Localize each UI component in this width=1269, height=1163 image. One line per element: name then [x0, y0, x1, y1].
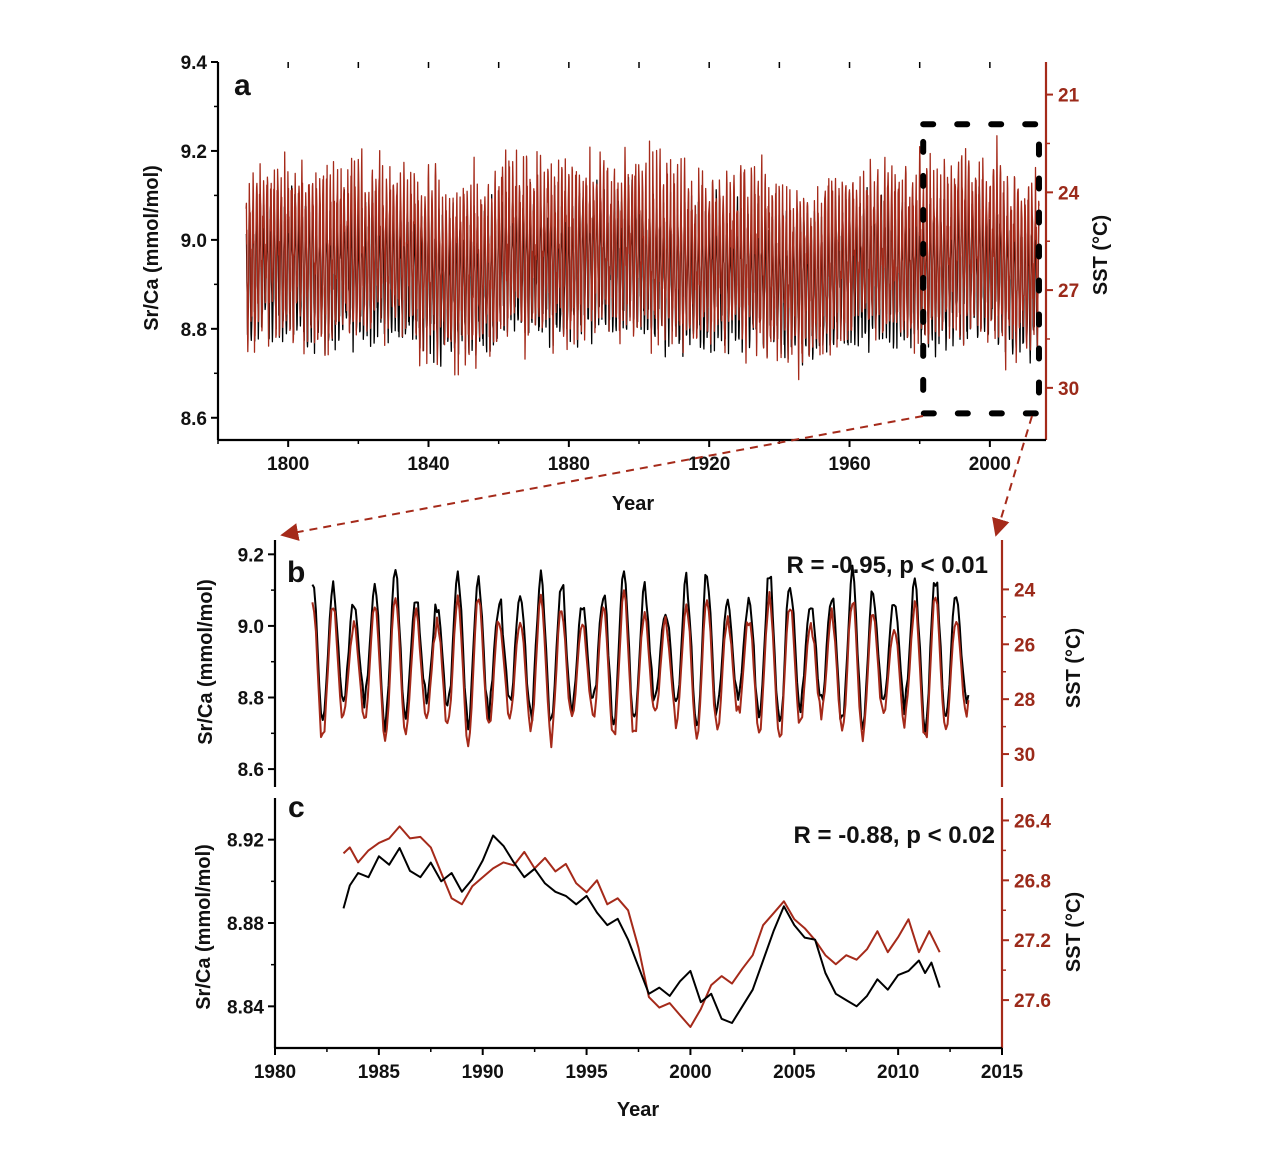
panel-a-ytick-label: 9.4	[181, 53, 208, 74]
panel-c-xtick-label: 2005	[773, 1062, 816, 1083]
panel-a-xtick-label: 1960	[828, 454, 870, 475]
zoom-connectors	[280, 415, 1033, 541]
panel-b-y2tick-label: 24	[1014, 580, 1036, 601]
panel-a-ylabel: Sr/Ca (mmol/mol)	[141, 165, 163, 331]
panel-c-y2label: SST (°C)	[1063, 892, 1085, 972]
panel-b-ytick-label: 9.2	[238, 545, 264, 566]
panel-a-ytick-label: 9.0	[181, 231, 207, 252]
panel-a-y2tick-label: 21	[1058, 86, 1080, 107]
panel-b-letter: b	[287, 556, 305, 589]
panel-c-ytick-label: 8.84	[227, 997, 264, 1018]
panel-b-ytick-label: 8.6	[238, 760, 264, 781]
panel-a-y2label: SST (°C)	[1090, 215, 1112, 295]
panel-b-y2label: SST (°C)	[1063, 628, 1085, 708]
panel-b-y2tick-label: 30	[1014, 745, 1035, 766]
panel-c-sst-line	[342, 825, 941, 1028]
panel-a-sst-line	[245, 135, 1040, 381]
panel-a-xtick-label: 2000	[969, 454, 1011, 475]
panel-a-xlabel: Year	[612, 493, 654, 515]
panel-c-xtick-label: 2000	[669, 1062, 711, 1083]
panel-b-correlation: R = -0.95, p < 0.01	[787, 552, 988, 579]
zoom-connector-left	[280, 415, 924, 541]
panel-a-xtick-label: 1920	[688, 454, 730, 475]
panel-b-sst-line	[311, 589, 970, 749]
panel-c-y2tick-label: 27.2	[1014, 931, 1051, 952]
panel-a-ytick-label: 9.2	[181, 142, 207, 163]
panel-a-plot-area	[245, 135, 1040, 381]
panel-a-y2tick-label: 30	[1058, 379, 1079, 400]
panel-b: 8.6 8.8 9.0 9.2 24 26 28 30 b R = -0.95, p < 0.…	[195, 540, 1085, 787]
panel-c-srca-line	[342, 834, 941, 1024]
panel-b-ytick-label: 9.0	[238, 617, 264, 638]
panel-c-xtick-label: 2010	[877, 1062, 919, 1083]
panel-c-xlabel: Year	[617, 1099, 659, 1121]
panel-a-xtick-label: 1840	[407, 454, 449, 475]
panel-a-letter: a	[234, 69, 251, 102]
panel-b-plot-area	[311, 564, 970, 749]
panel-c-xtick-label: 1990	[462, 1062, 504, 1083]
zoom-connector-right	[992, 415, 1033, 537]
panel-c-ylabel: Sr/Ca (mmol/mol)	[193, 844, 215, 1010]
panel-b-axes: 8.6 8.8 9.0 9.2 24 26 28 30	[238, 540, 1036, 787]
panel-b-y2tick-label: 26	[1014, 635, 1035, 656]
panel-a-xtick-label: 1800	[267, 454, 309, 475]
panel-c-y2tick-label: 26.8	[1014, 871, 1051, 892]
panel-c-axes: 8.84 8.88 8.92 26.4 26.8 27.2 27.6 1980 1985 1990…	[227, 798, 1051, 1083]
panel-c-ytick-label: 8.88	[227, 914, 264, 935]
panel-a-axes: 8.6 8.8 9.0 9.2 9.4 21 24 27 30 1800 1840 1880 1920 1…	[181, 53, 1080, 475]
panel-c-xtick-label: 1980	[254, 1062, 296, 1083]
panel-b-ylabel: Sr/Ca (mmol/mol)	[195, 579, 217, 745]
panel-c-plot-area	[342, 825, 941, 1028]
panel-c-y2tick-label: 26.4	[1014, 811, 1051, 832]
panel-c-letter: c	[288, 791, 305, 824]
panel-a-ytick-label: 8.8	[181, 320, 207, 341]
panel-c: 8.84 8.88 8.92 26.4 26.8 27.2 27.6 1980 1985 1990…	[193, 791, 1085, 1121]
panel-b-series	[311, 564, 970, 749]
panel-c-ytick-label: 8.92	[227, 831, 264, 852]
panel-b-ytick-label: 8.8	[238, 689, 264, 710]
panel-c-y2tick-label: 27.6	[1014, 991, 1051, 1012]
panel-a-y2tick-label: 27	[1058, 281, 1079, 302]
panel-a-y2tick-label: 24	[1058, 183, 1080, 204]
panel-a-ytick-label: 8.6	[181, 409, 207, 430]
panel-c-series	[342, 825, 941, 1028]
panel-a-series	[245, 135, 1040, 381]
panel-c-xtick-label: 1985	[358, 1062, 401, 1083]
panel-a-xtick-label: 1880	[548, 454, 590, 475]
panel-c-xtick-label: 2015	[981, 1062, 1024, 1083]
panel-b-y2tick-label: 28	[1014, 690, 1035, 711]
panel-c-xtick-label: 1995	[565, 1062, 608, 1083]
panel-c-correlation: R = -0.88, p < 0.02	[794, 822, 995, 849]
panel-a: 8.6 8.8 9.0 9.2 9.4 21 24 27 30 1800 1840 1880 1920 1…	[141, 53, 1112, 515]
